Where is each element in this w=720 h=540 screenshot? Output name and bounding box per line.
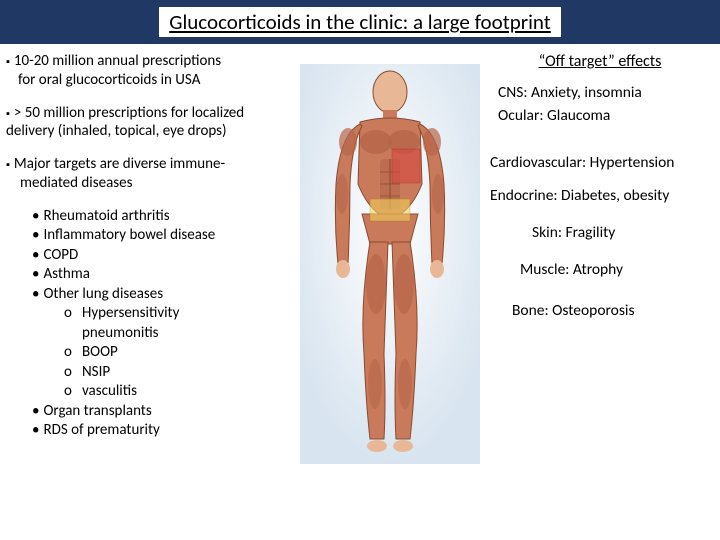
sub-list: oHypersensitivity pneumonitis oBOOP oNSI… xyxy=(64,304,286,402)
effect-muscle: Muscle: Atrophy xyxy=(520,260,710,279)
text: Asthma xyxy=(43,265,89,285)
list-item: •Rheumatoid arthritis xyxy=(32,207,286,227)
text: pneumonitis xyxy=(82,324,159,344)
bullet-prescriptions-localized: ▪> 50 million prescriptions for localize… xyxy=(6,104,286,142)
text: > 50 million prescriptions for localized xyxy=(14,104,244,123)
text: Other lung diseases xyxy=(43,285,163,305)
list-item: •Inflammatory bowel disease xyxy=(32,226,286,246)
effect-skin: Skin: Fragility xyxy=(532,223,710,242)
text: Organ transplants xyxy=(43,402,151,422)
page-title: Glucocorticoids in the clinic: a large f… xyxy=(159,7,561,37)
list-item: •Other lung diseases xyxy=(32,285,286,305)
list-item: pneumonitis xyxy=(64,324,286,344)
left-column: ▪10-20 million annual prescriptions for … xyxy=(6,52,286,441)
bullet-prescriptions-oral: ▪10-20 million annual prescriptions for … xyxy=(6,52,286,90)
list-item: •Asthma xyxy=(32,265,286,285)
effect-bone: Bone: Osteoporosis xyxy=(512,301,710,320)
list-item: oNSIP xyxy=(64,363,286,383)
text: for oral glucocorticoids in USA xyxy=(18,71,286,90)
human-anatomy-icon xyxy=(300,64,480,464)
anatomy-figure xyxy=(300,64,480,464)
text: RDS of prematurity xyxy=(43,421,159,441)
text: 10-20 million annual prescriptions xyxy=(14,52,221,71)
off-target-header: “Off target” effects xyxy=(490,52,710,71)
list-item: •COPD xyxy=(32,246,286,266)
bullet-icon: ▪ xyxy=(6,55,10,71)
effect-endocrine: Endocrine: Diabetes, obesity xyxy=(490,186,710,205)
list-item: ovasculitis xyxy=(64,382,286,402)
effect-ocular: Ocular: Glaucoma xyxy=(498,106,710,125)
bullet-targets: ▪Major targets are diverse immune- media… xyxy=(6,155,286,193)
list-item: oBOOP xyxy=(64,343,286,363)
text: COPD xyxy=(43,246,78,266)
text: Inflammatory bowel disease xyxy=(43,226,215,246)
effect-group-head: CNS: Anxiety, insomnia Ocular: Glaucoma xyxy=(498,83,710,125)
list-item: •Organ transplants xyxy=(32,402,286,422)
text: BOOP xyxy=(82,343,118,363)
text: delivery (inhaled, topical, eye drops) xyxy=(6,122,286,141)
effect-cns: CNS: Anxiety, insomnia xyxy=(498,83,710,102)
title-bar: Glucocorticoids in the clinic: a large f… xyxy=(0,0,720,44)
text: NSIP xyxy=(82,363,110,383)
text: Rheumatoid arthritis xyxy=(43,207,169,227)
effect-cardiovascular: Cardiovascular: Hypertension xyxy=(490,153,710,172)
text: Major targets are diverse immune- xyxy=(14,155,225,174)
bullet-icon: ▪ xyxy=(6,158,10,174)
right-column: “Off target” effects CNS: Anxiety, insom… xyxy=(490,52,710,324)
bullet-icon: ▪ xyxy=(6,107,10,123)
list-item: •RDS of prematurity xyxy=(32,421,286,441)
text: mediated diseases xyxy=(20,174,286,193)
text: vasculitis xyxy=(82,382,137,402)
content-area: ▪10-20 million annual prescriptions for … xyxy=(0,44,720,540)
disease-list: •Rheumatoid arthritis •Inflammatory bowe… xyxy=(32,207,286,441)
text: Hypersensitivity xyxy=(82,304,179,324)
list-item: oHypersensitivity xyxy=(64,304,286,324)
